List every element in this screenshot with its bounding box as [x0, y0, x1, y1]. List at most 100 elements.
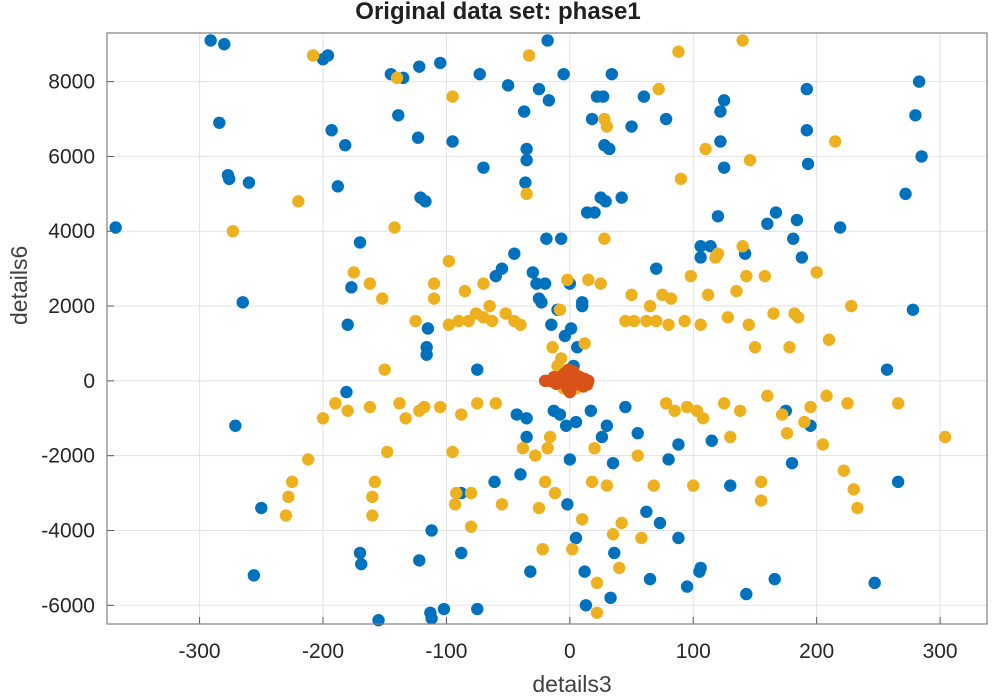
scatter-point: [584, 404, 598, 417]
scatter-point: [339, 139, 352, 152]
scatter-point: [694, 561, 707, 575]
scatter-point: [680, 400, 694, 414]
scatter-point: [791, 311, 805, 324]
scatter-point: [606, 456, 620, 470]
scatter-point: [340, 385, 353, 399]
scatter-point: [833, 221, 847, 234]
scatter-point: [631, 427, 644, 440]
chart-title: Original data set: phase1: [355, 0, 641, 25]
scatter-point: [845, 299, 858, 313]
scatter-point: [748, 341, 762, 354]
scatter-point: [455, 546, 468, 560]
scatter-point: [585, 112, 599, 126]
scatter-point: [446, 445, 459, 459]
scatter-point: [341, 404, 354, 417]
scatter-point: [471, 602, 484, 616]
scatter-point: [780, 427, 794, 440]
scatter-point: [668, 404, 681, 417]
scatter-point: [659, 397, 673, 410]
scatter-point: [801, 157, 815, 171]
scatter-point: [535, 296, 548, 309]
scatter-point: [694, 318, 707, 331]
scatter-point: [541, 34, 554, 47]
scatter-point: [413, 554, 426, 567]
scatter-point: [714, 105, 727, 118]
scatter-point: [768, 572, 781, 586]
plot-frame: [106, 32, 988, 625]
scatter-point: [485, 314, 499, 328]
scatter-point: [522, 49, 536, 62]
scatter-point: [477, 277, 490, 290]
scatter-point: [392, 109, 405, 122]
scatter-point: [538, 475, 552, 489]
scatter-point: [938, 430, 952, 444]
scatter-point: [510, 408, 523, 421]
scatter-point: [590, 576, 604, 590]
scatter-point: [650, 262, 663, 275]
scatter-point: [529, 449, 542, 462]
scatter-point: [514, 468, 527, 481]
scatter-point: [880, 363, 894, 376]
scatter-point: [378, 363, 391, 376]
scatter-point: [754, 475, 768, 489]
scatter-point: [650, 314, 663, 328]
scatter-point: [631, 449, 644, 462]
scatter-point: [446, 135, 459, 148]
y-tick-label: 4000: [48, 220, 95, 243]
scatter-point: [740, 587, 753, 601]
scatter-point: [218, 38, 231, 51]
y-tick-label: 8000: [48, 71, 95, 94]
x-axis-label: details3: [532, 671, 612, 697]
scatter-point: [604, 591, 617, 605]
scatter-point: [606, 528, 620, 541]
scatter-point: [714, 135, 727, 148]
scatter-point: [425, 524, 438, 537]
scatter-point: [538, 277, 552, 290]
scatter-point: [450, 486, 463, 500]
scatter-point: [508, 247, 521, 260]
scatter-point: [740, 269, 753, 283]
scatter-point: [662, 453, 675, 466]
scatter-point: [541, 441, 554, 455]
scatter-point: [517, 105, 531, 118]
scatter-point: [659, 112, 673, 126]
scatter-point: [664, 292, 678, 305]
scatter-point: [567, 365, 580, 378]
y-tick-label: 2000: [48, 295, 95, 318]
x-tick-label: 200: [799, 640, 834, 663]
scatter-point: [448, 498, 462, 511]
scatter-point: [647, 479, 660, 492]
scatter-point: [625, 288, 638, 302]
scatter-point: [575, 296, 589, 309]
scatter-point: [411, 131, 425, 144]
scatter-point: [684, 269, 697, 283]
scatter-point: [279, 509, 293, 522]
series-blue-points: [109, 34, 928, 627]
scatter-point: [736, 240, 749, 253]
scatter-point: [798, 415, 811, 429]
scatter-point: [596, 90, 610, 103]
scatter-point: [605, 67, 618, 81]
scatter-point: [711, 210, 725, 223]
scatter-point: [769, 206, 783, 219]
scatter-point: [653, 516, 667, 530]
scatter-point: [687, 479, 700, 492]
scatter-point: [699, 142, 712, 156]
scatter-point: [301, 453, 315, 466]
scatter-point: [425, 612, 438, 625]
scatter-point: [519, 176, 532, 189]
x-tick-label: 0: [564, 640, 576, 663]
scatter-point: [226, 225, 240, 238]
scatter-point: [329, 397, 342, 410]
scatter-point: [363, 400, 377, 414]
scatter-point: [795, 251, 809, 264]
scatter-point: [325, 124, 338, 137]
scatter-point: [393, 397, 406, 410]
scatter-point: [495, 498, 509, 511]
scatter-point: [761, 389, 774, 403]
scatter-point: [915, 150, 928, 163]
scatter-point: [582, 374, 595, 388]
scatter-point: [705, 434, 718, 447]
scatter-point: [442, 318, 456, 331]
scatter-point: [532, 82, 546, 96]
